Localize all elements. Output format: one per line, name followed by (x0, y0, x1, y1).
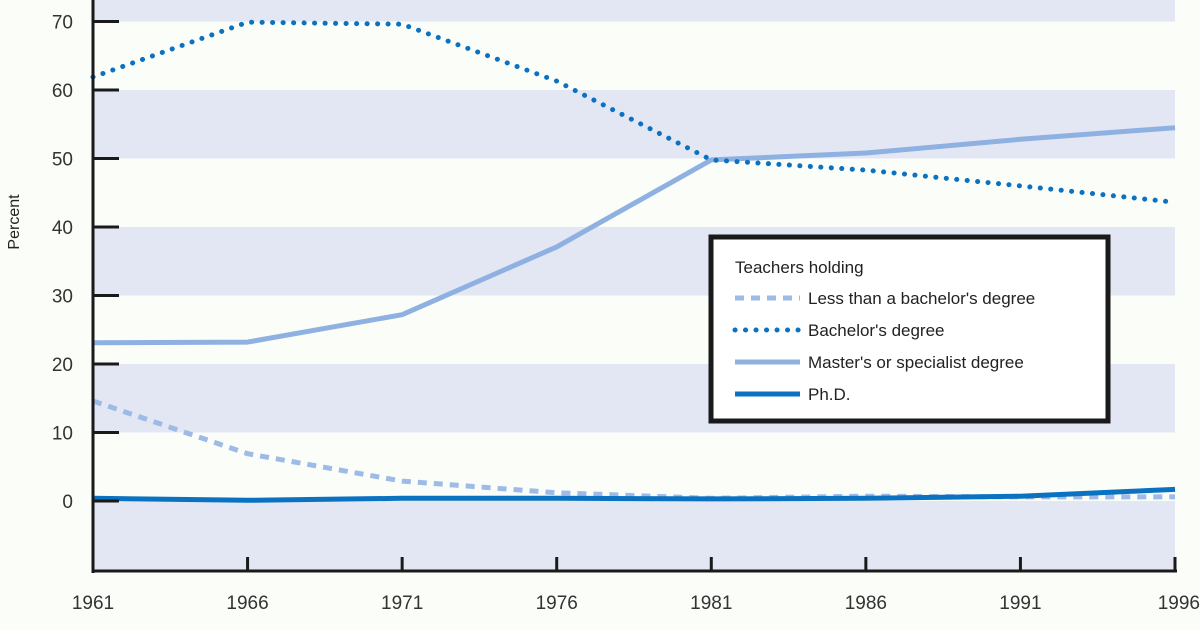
series-line-master-s-or-specialist-degree (92, 125, 1176, 346)
series-layer (90, 19, 1178, 503)
grid-band (93, 0, 1175, 22)
x-tick-label: 1961 (72, 593, 114, 614)
legend-label: Ph.D. (808, 385, 851, 404)
y-tick-label: 50 (52, 150, 73, 171)
series-line-bachelor-s-degree (90, 19, 1178, 205)
legend-label: Master's or specialist degree (808, 353, 1024, 372)
y-tick-label: 60 (52, 81, 73, 102)
y-tick-label: 20 (52, 355, 73, 376)
x-tick-label: 1986 (845, 593, 887, 614)
legend-item: Master's or specialist degree (735, 353, 1024, 372)
legend: Teachers holding Less than a bachelor's … (708, 234, 1111, 424)
y-tick-label: 30 (52, 287, 73, 308)
legend-item: Ph.D. (735, 385, 851, 404)
y-tick-label: 70 (52, 13, 73, 34)
y-axis-title: Percent (6, 194, 23, 250)
grid-band (93, 501, 1175, 570)
grid-band (93, 90, 1175, 159)
x-tick-label: 1976 (536, 593, 578, 614)
legend-label: Bachelor's degree (808, 321, 945, 340)
series-line-ph-d (92, 486, 1176, 503)
legend-item: Less than a bachelor's degree (735, 289, 1035, 308)
axes: 0 10 20 30 40 50 60 70 1961 1966 1971 1976 1981 1986… (52, 0, 1200, 614)
y-tick-label: 0 (62, 492, 73, 513)
legend-title: Teachers holding (735, 258, 864, 277)
x-tick-label: 1966 (226, 593, 268, 614)
x-tick-label: 1981 (690, 593, 732, 614)
x-tick-label: 1971 (381, 593, 423, 614)
x-tick-label: 1991 (999, 593, 1041, 614)
legend-label: Less than a bachelor's degree (808, 289, 1035, 308)
y-tick-label: 10 (52, 424, 73, 445)
x-ticks: 1961 1966 1971 1976 1981 1986 1991 1996 (72, 557, 1200, 614)
x-tick-label: 1996 (1158, 593, 1200, 614)
y-tick-label: 40 (52, 218, 73, 239)
legend-item: Bachelor's degree (732, 321, 945, 340)
y-ticks: 0 10 20 30 40 50 60 70 (52, 13, 119, 513)
